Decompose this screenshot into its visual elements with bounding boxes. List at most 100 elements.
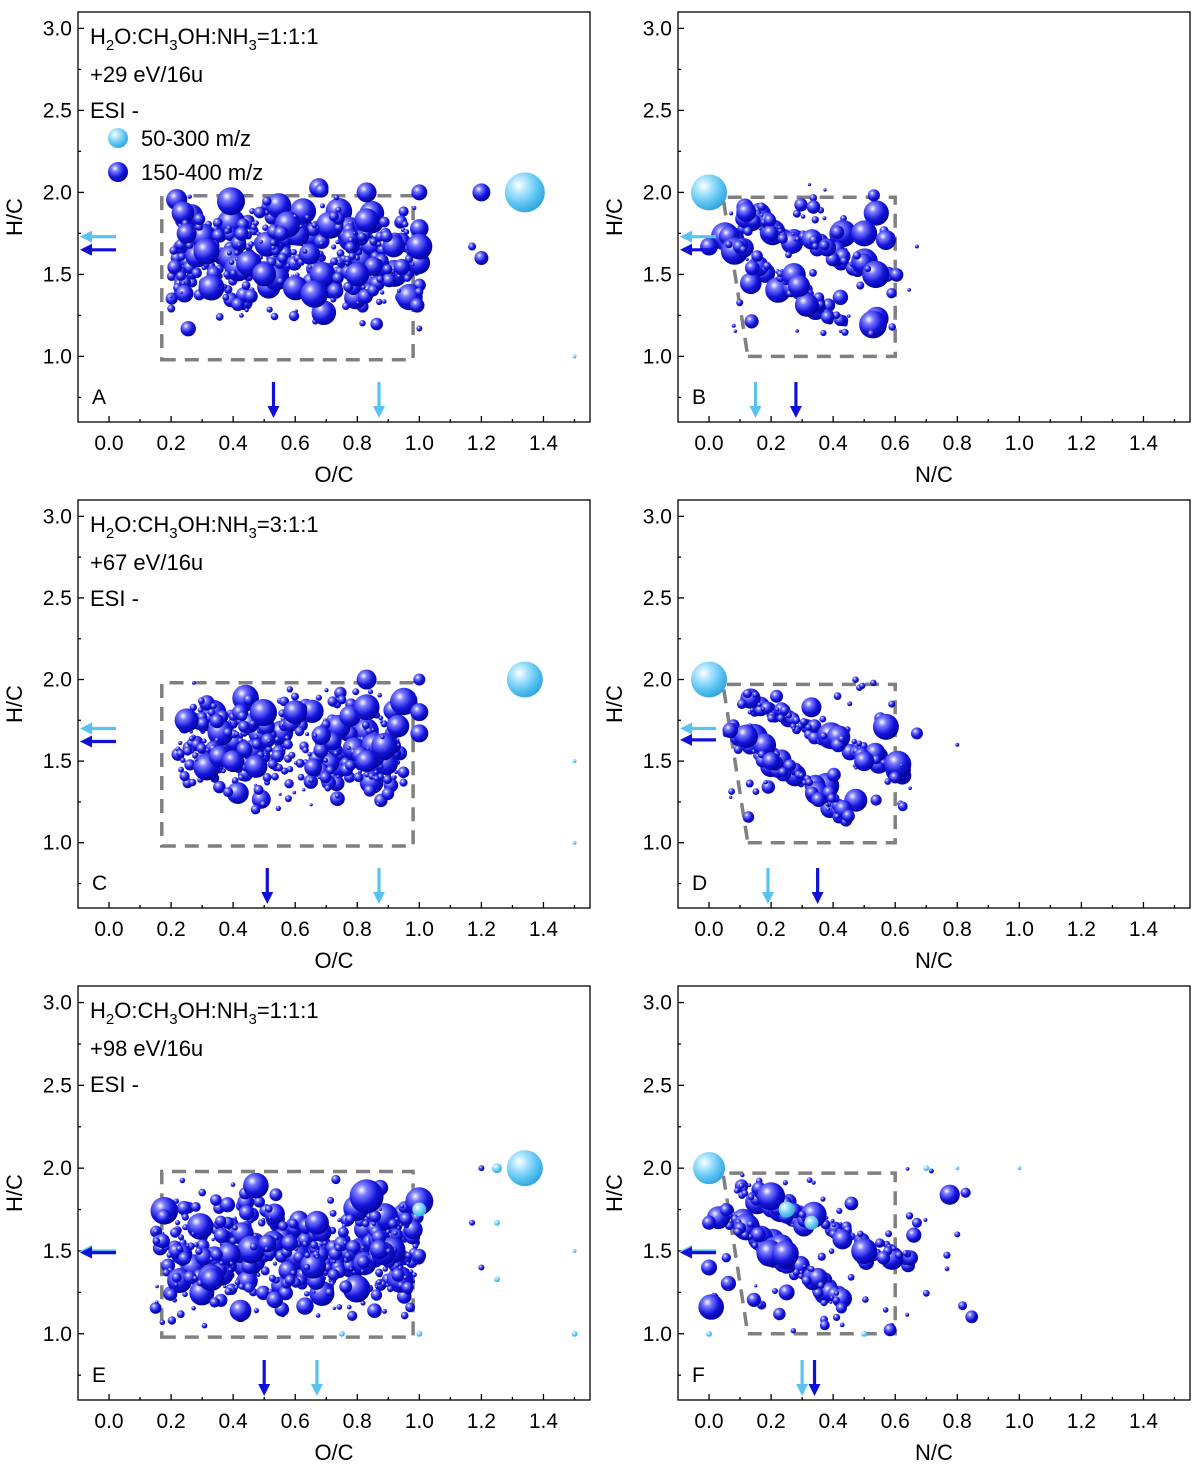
data-point bbox=[791, 232, 795, 236]
x-tick-label: 0.0 bbox=[694, 432, 723, 455]
data-point bbox=[210, 702, 217, 710]
data-point bbox=[264, 1246, 269, 1251]
y-tick-label: 2.5 bbox=[643, 99, 672, 122]
data-point bbox=[274, 736, 281, 743]
x-tick-label: 1.0 bbox=[405, 918, 434, 941]
data-point bbox=[923, 1217, 928, 1222]
data-point bbox=[799, 1270, 804, 1275]
data-point bbox=[369, 1239, 389, 1259]
data-point bbox=[300, 280, 328, 308]
x-tick-label: 0.6 bbox=[881, 918, 910, 941]
formula-subscript: 2 bbox=[106, 37, 114, 54]
data-point bbox=[806, 200, 821, 214]
y-tick-label: 1.0 bbox=[643, 345, 672, 368]
data-point bbox=[237, 242, 242, 248]
data-point bbox=[232, 1225, 238, 1231]
data-point-light bbox=[861, 1330, 868, 1337]
data-point bbox=[807, 719, 822, 733]
data-point bbox=[197, 697, 205, 705]
data-point bbox=[834, 1290, 840, 1296]
data-point bbox=[889, 268, 904, 282]
data-point-dark bbox=[702, 1215, 717, 1230]
data-point bbox=[333, 194, 340, 201]
data-point bbox=[269, 239, 277, 247]
data-point bbox=[219, 1197, 236, 1213]
data-point bbox=[382, 1266, 388, 1272]
data-point bbox=[772, 1240, 799, 1268]
mean-x-arrow-light-head bbox=[749, 406, 762, 418]
data-point bbox=[944, 1266, 950, 1272]
mean-y-arrow-dark-head bbox=[680, 733, 692, 746]
data-point bbox=[776, 270, 784, 278]
data-point bbox=[191, 681, 196, 685]
data-point bbox=[222, 293, 230, 301]
data-point bbox=[299, 243, 321, 265]
plot-frame bbox=[77, 985, 591, 1401]
data-point bbox=[762, 225, 779, 241]
data-point bbox=[783, 759, 796, 772]
data-point bbox=[268, 1216, 272, 1220]
data-point bbox=[180, 757, 186, 763]
data-point bbox=[265, 745, 273, 753]
data-point bbox=[229, 1261, 234, 1266]
data-point bbox=[396, 274, 402, 279]
panel-e: 0.0 0.2 0.4 0.6 0.8 1.0 1.2 1.4 1.0 1.5 2.0 2.5 3.0 O… bbox=[2, 985, 591, 1465]
data-point bbox=[832, 289, 849, 305]
data-point-light bbox=[504, 172, 545, 213]
data-point bbox=[332, 272, 344, 284]
data-point bbox=[763, 213, 776, 227]
data-point bbox=[315, 1255, 320, 1259]
data-point bbox=[334, 1244, 343, 1252]
data-point bbox=[260, 1217, 266, 1223]
data-point bbox=[371, 727, 375, 732]
data-point bbox=[821, 310, 835, 324]
x-tick-label: 0.4 bbox=[219, 1410, 249, 1433]
data-point bbox=[382, 264, 393, 275]
x-tick-label: 0.8 bbox=[343, 1410, 372, 1433]
x-tick-label: 0.4 bbox=[219, 432, 249, 455]
data-point bbox=[178, 766, 185, 773]
formula-part: H bbox=[90, 998, 106, 1023]
data-point bbox=[210, 1194, 222, 1206]
data-point bbox=[802, 1264, 807, 1269]
formula-part: H bbox=[90, 24, 106, 49]
data-point-dark bbox=[469, 1219, 476, 1226]
data-point bbox=[847, 701, 853, 707]
data-point bbox=[187, 1242, 195, 1250]
data-point bbox=[239, 313, 244, 318]
data-point bbox=[752, 788, 760, 795]
legend-label: 150-400 m/z bbox=[141, 160, 263, 185]
data-point bbox=[284, 779, 294, 789]
data-point bbox=[884, 778, 891, 785]
data-point-dark bbox=[356, 182, 377, 203]
x-tick-label: 0.6 bbox=[281, 918, 310, 941]
data-point bbox=[359, 320, 366, 327]
data-point bbox=[357, 232, 367, 242]
data-point bbox=[905, 1212, 914, 1220]
panel-b: 0.0 0.2 0.4 0.6 0.8 1.0 1.2 1.4 1.0 1.5 2.0 2.5 3.0 N… bbox=[602, 11, 1191, 487]
plot-frame bbox=[677, 499, 1191, 909]
data-point bbox=[176, 1245, 184, 1253]
data-point bbox=[376, 275, 384, 283]
data-point bbox=[399, 778, 408, 787]
data-point bbox=[319, 241, 324, 246]
data-point bbox=[312, 1290, 316, 1294]
y-tick-label: 1.0 bbox=[43, 1323, 72, 1346]
x-tick-label: 0.2 bbox=[756, 1410, 785, 1433]
data-point bbox=[835, 1302, 847, 1314]
data-point bbox=[380, 1280, 387, 1287]
data-point-dark bbox=[405, 1187, 434, 1216]
data-point bbox=[729, 211, 734, 216]
data-point bbox=[149, 1302, 162, 1314]
y-tick-label: 1.5 bbox=[643, 750, 672, 773]
y-tick-label: 1.0 bbox=[43, 345, 72, 368]
data-point bbox=[792, 209, 801, 218]
data-point bbox=[922, 1289, 930, 1297]
data-point bbox=[327, 696, 338, 707]
data-point bbox=[376, 241, 382, 247]
data-point bbox=[239, 1205, 255, 1221]
data-point bbox=[249, 699, 277, 727]
data-point bbox=[811, 216, 819, 224]
data-point bbox=[867, 330, 875, 337]
y-tick-label: 2.0 bbox=[43, 181, 72, 204]
